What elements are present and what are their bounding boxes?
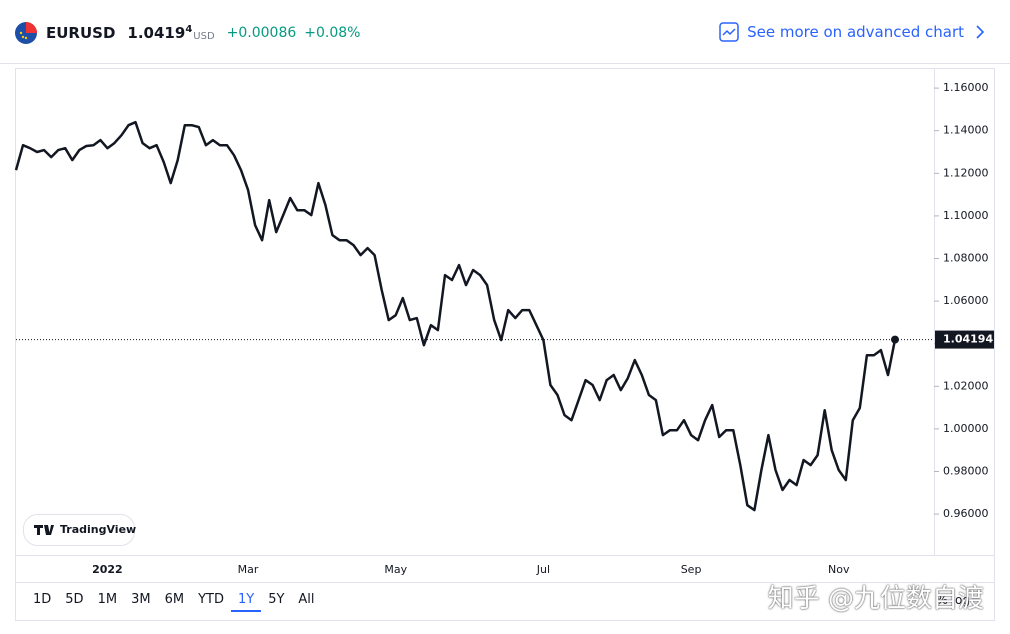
link-text: See more on advanced chart — [747, 23, 964, 41]
y-tick-label: 1.00000 — [943, 422, 989, 435]
divider — [0, 63, 1010, 64]
log-toggle[interactable]: % log — [936, 593, 970, 607]
watermark: 知乎 @九位数自渡 — [767, 584, 984, 614]
price-main: 1.0419 — [127, 24, 186, 42]
flag-icon — [15, 22, 37, 44]
range-button[interactable]: 1M — [97, 592, 118, 607]
last-price-tag — [935, 330, 994, 349]
range-button[interactable]: 6M — [164, 592, 185, 607]
badge-text: TradingView — [60, 523, 136, 536]
price: 1.04194 — [127, 24, 192, 42]
chevron — [976, 25, 985, 39]
y-tick-label: 1.12000 — [943, 166, 989, 179]
change: +0.00086 — [226, 25, 297, 41]
range-button[interactable]: 5Y — [268, 592, 285, 607]
last-point — [891, 335, 899, 344]
y-tick-label: 1.06000 — [943, 294, 989, 307]
chart-frame — [15, 68, 995, 621]
y-tick-label: 0.98000 — [943, 465, 989, 478]
symbol: EURUSD — [46, 24, 116, 42]
range-toolbar: 1D 5D 1M 3M 6M YTD 1Y 5Y All — [26, 590, 322, 612]
range-button[interactable]: 1Y — [230, 590, 262, 612]
x-tick-label: 2022 — [92, 563, 123, 576]
range-button[interactable]: 3M — [131, 592, 151, 607]
header: EURUSD 1.04194 USD +0.00086 +0.08% — [14, 20, 361, 46]
x-tick-label: Mar — [238, 563, 259, 576]
last-price-label: 1.04194 — [943, 333, 993, 346]
y-tick-label: 1.02000 — [943, 379, 989, 392]
range-button[interactable]: YTD — [198, 592, 224, 607]
range-button[interactable]: All — [298, 592, 315, 607]
currency: USD — [193, 30, 215, 42]
x-tick-label: Sep — [681, 563, 702, 576]
y-tick-label: 1.16000 — [943, 81, 989, 94]
advanced-chart-link[interactable]: See more on advanced chart — [719, 20, 988, 44]
x-tick-label: Jul — [536, 563, 550, 576]
x-tick-label: Nov — [828, 563, 850, 576]
price-super: 4 — [185, 24, 193, 35]
price-line — [14, 120, 897, 512]
range-button[interactable]: 1D — [33, 592, 52, 607]
y-tick-label: 0.96000 — [943, 507, 989, 520]
y-tick-label: 1.08000 — [943, 252, 989, 265]
y-tick-label: 1.14000 — [943, 124, 989, 137]
change-percent: +0.08% — [304, 25, 361, 41]
x-tick-label: May — [384, 563, 407, 576]
tradingview-badge: TradingView — [23, 514, 136, 546]
y-tick-label: 1.10000 — [943, 209, 989, 222]
range-button[interactable]: 5D — [65, 592, 84, 607]
chart-icon — [719, 22, 739, 42]
